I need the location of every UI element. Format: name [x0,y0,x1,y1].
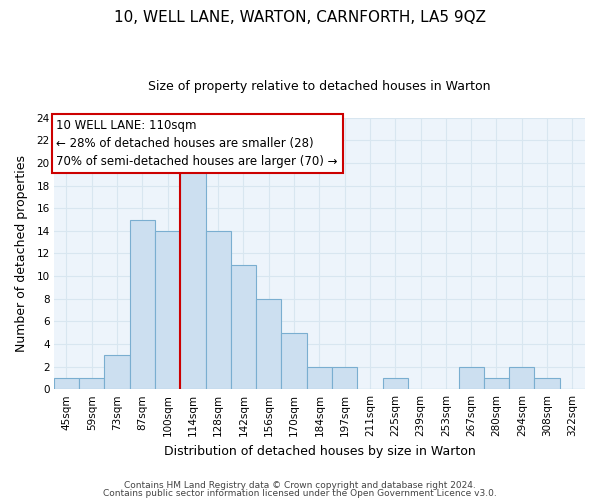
Bar [180,163,206,389]
Title: Size of property relative to detached houses in Warton: Size of property relative to detached ho… [148,80,491,93]
Bar [484,378,509,389]
Bar [104,356,130,389]
Bar [256,298,281,389]
Bar [79,378,104,389]
Bar [332,366,358,389]
Text: 10 WELL LANE: 110sqm
← 28% of detached houses are smaller (28)
70% of semi-detac: 10 WELL LANE: 110sqm ← 28% of detached h… [56,119,338,168]
Text: Contains public sector information licensed under the Open Government Licence v3: Contains public sector information licen… [103,488,497,498]
Bar [206,231,231,389]
Bar [509,366,535,389]
Bar [231,265,256,389]
Y-axis label: Number of detached properties: Number of detached properties [15,155,28,352]
Bar [155,231,180,389]
Text: Contains HM Land Registry data © Crown copyright and database right 2024.: Contains HM Land Registry data © Crown c… [124,481,476,490]
X-axis label: Distribution of detached houses by size in Warton: Distribution of detached houses by size … [163,444,475,458]
Bar [307,366,332,389]
Bar [535,378,560,389]
Text: 10, WELL LANE, WARTON, CARNFORTH, LA5 9QZ: 10, WELL LANE, WARTON, CARNFORTH, LA5 9Q… [114,10,486,25]
Bar [281,332,307,389]
Bar [383,378,408,389]
Bar [54,378,79,389]
Bar [458,366,484,389]
Bar [130,220,155,389]
